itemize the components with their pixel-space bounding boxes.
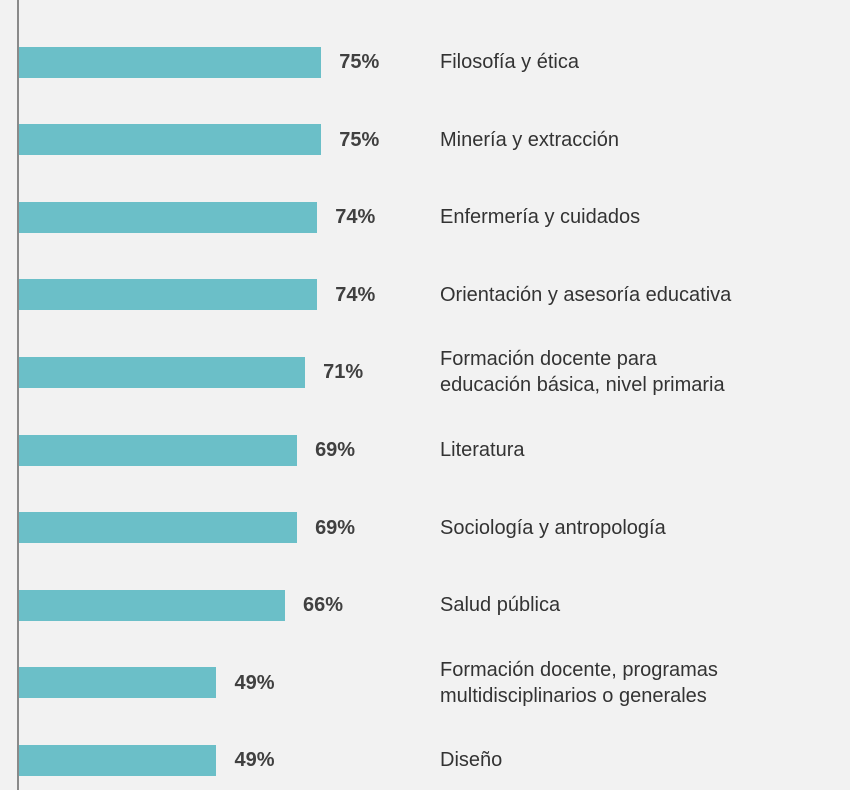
bar <box>19 124 321 155</box>
category-label: Sociología y antropología <box>440 515 845 541</box>
category-label: Minería y extracción <box>440 127 845 153</box>
value-label: 69% <box>315 438 355 462</box>
bar <box>19 590 285 621</box>
category-label: Filosofía y ética <box>440 49 845 75</box>
category-label: Orientación y asesoría educativa <box>440 282 845 308</box>
category-label: Salud pública <box>440 592 845 618</box>
value-label: 49% <box>234 748 274 772</box>
category-label: Formación docente para educación básica,… <box>440 346 845 398</box>
bar <box>19 667 216 698</box>
bar <box>19 202 317 233</box>
bar <box>19 512 297 543</box>
value-label: 75% <box>339 50 379 74</box>
value-label: 74% <box>335 283 375 307</box>
bar <box>19 47 321 78</box>
value-label: 71% <box>323 360 363 384</box>
category-label: Diseño <box>440 747 845 773</box>
bar <box>19 745 216 776</box>
category-label: Formación docente, programas multidiscip… <box>440 657 845 709</box>
value-label: 75% <box>339 128 379 152</box>
value-label: 49% <box>234 671 274 695</box>
value-label: 66% <box>303 593 343 617</box>
value-label: 74% <box>335 205 375 229</box>
bar <box>19 357 305 388</box>
category-label: Enfermería y cuidados <box>440 204 845 230</box>
category-label: Literatura <box>440 437 845 463</box>
bar <box>19 435 297 466</box>
chart: 75% Filosofía y ética 75% Minería y extracc… <box>0 0 850 790</box>
bar <box>19 279 317 310</box>
value-label: 69% <box>315 516 355 540</box>
